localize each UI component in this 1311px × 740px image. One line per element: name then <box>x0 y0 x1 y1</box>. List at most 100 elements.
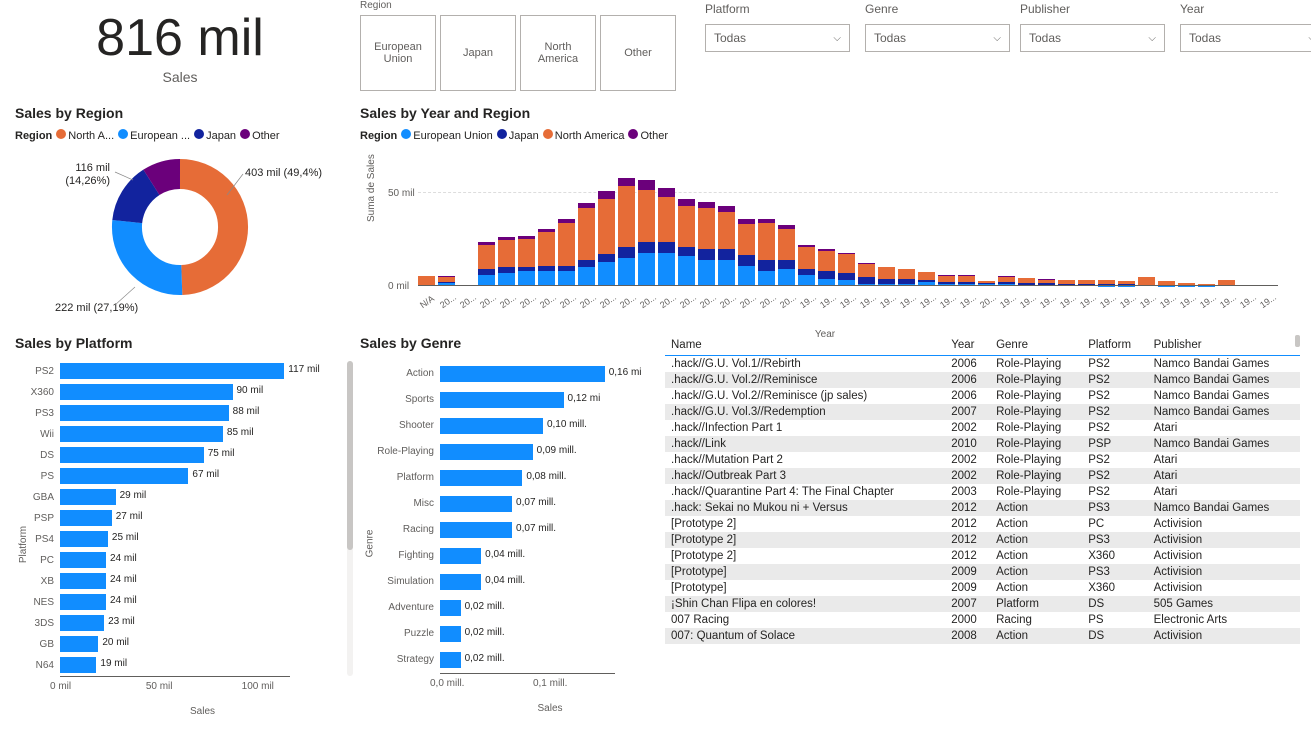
year-bar[interactable] <box>578 203 595 286</box>
table-header[interactable]: Name <box>665 335 945 356</box>
bar-row[interactable]: GBA29 mil <box>15 487 345 507</box>
table-header[interactable]: Publisher <box>1148 335 1300 356</box>
region-btn-0[interactable]: European Union <box>360 15 436 91</box>
bar-row[interactable]: Fighting0,04 mill. <box>360 543 660 568</box>
region-btn-3[interactable]: Other <box>600 15 676 91</box>
legend-item[interactable]: North America <box>543 129 625 142</box>
table-row[interactable]: 007 Racing2000RacingPSElectronic Arts <box>665 612 1300 628</box>
table-cell: [Prototype 2] <box>665 548 945 564</box>
year-bar[interactable] <box>618 178 635 286</box>
region-btn-1[interactable]: Japan <box>440 15 516 91</box>
table-cell: Namco Bandai Games <box>1148 500 1300 516</box>
year-bar[interactable] <box>918 272 935 286</box>
legend-item[interactable]: European Union <box>401 129 493 142</box>
bar-row[interactable]: DS75 mil <box>15 445 345 465</box>
bar-row[interactable]: Misc0,07 mill. <box>360 491 660 516</box>
table-row[interactable]: .hack//G.U. Vol.2//Reminisce (jp sales)2… <box>665 388 1300 404</box>
year-bar[interactable] <box>798 245 815 286</box>
year-bar[interactable] <box>718 206 735 286</box>
year-bar[interactable] <box>598 191 615 286</box>
bar-category: PS2 <box>15 366 60 377</box>
table-row[interactable]: [Prototype]2009ActionPS3Activision <box>665 564 1300 580</box>
year-bar[interactable] <box>658 188 675 286</box>
table-cell: 2002 <box>945 468 990 484</box>
bar-row[interactable]: Sports0,12 mi <box>360 387 660 412</box>
table-row[interactable]: .hack//G.U. Vol.1//Rebirth2006Role-Playi… <box>665 356 1300 373</box>
bar-row[interactable]: Shooter0,10 mill. <box>360 413 660 438</box>
legend-item[interactable]: Japan <box>497 129 539 142</box>
legend-item[interactable]: North A... <box>56 129 114 142</box>
bar-row[interactable]: Strategy0,02 mill. <box>360 647 660 672</box>
year-bar[interactable] <box>518 236 535 286</box>
table-header[interactable]: Genre <box>990 335 1082 356</box>
table-row[interactable]: .hack//Quarantine Part 4: The Final Chap… <box>665 484 1300 500</box>
year-bar[interactable] <box>758 219 775 286</box>
table-row[interactable]: 007: Quantum of Solace2008ActionDSActivi… <box>665 628 1300 644</box>
bar-row[interactable]: PSP27 mil <box>15 508 345 528</box>
bar-row[interactable]: Platform0,08 mill. <box>360 465 660 490</box>
bar-row[interactable]: Simulation0,04 mill. <box>360 569 660 594</box>
region-btn-2[interactable]: North America <box>520 15 596 91</box>
table-row[interactable]: [Prototype]2009ActionX360Activision <box>665 580 1300 596</box>
platform-chart[interactable]: Platform PS2117 milX36090 milPS388 milWi… <box>15 361 345 717</box>
bar-row[interactable]: 3DS23 mil <box>15 613 345 633</box>
bar-row[interactable]: XB24 mil <box>15 571 345 591</box>
bar-row[interactable]: PC24 mil <box>15 550 345 570</box>
table-row[interactable]: ¡Shin Chan Flipa en colores!2007Platform… <box>665 596 1300 612</box>
table-header[interactable]: Platform <box>1082 335 1147 356</box>
year-bar[interactable] <box>498 237 515 286</box>
table-scrollbar[interactable] <box>1295 335 1300 347</box>
bar-row[interactable]: Puzzle0,02 mill. <box>360 621 660 646</box>
year-bar[interactable] <box>638 180 655 286</box>
bar-row[interactable]: Wii85 mil <box>15 424 345 444</box>
year-bar[interactable] <box>898 269 915 286</box>
year-bar[interactable] <box>858 263 875 286</box>
bar-row[interactable]: PS388 mil <box>15 403 345 423</box>
year-bar[interactable] <box>878 267 895 286</box>
table-row[interactable]: .hack//Infection Part 12002Role-PlayingP… <box>665 420 1300 436</box>
table-row[interactable]: [Prototype 2]2012ActionX360Activision <box>665 548 1300 564</box>
year-chart[interactable]: Suma de Sales 0 mil50 mil N/A20...20...2… <box>360 152 1290 312</box>
slicer-select-genre[interactable]: Todas ⌵ <box>865 24 1010 52</box>
slicer-select-publisher[interactable]: Todas ⌵ <box>1020 24 1165 52</box>
bar-row[interactable]: Adventure0,02 mill. <box>360 595 660 620</box>
year-bar[interactable] <box>818 249 835 286</box>
genre-chart[interactable]: Genre Action0,16 miSports0,12 miShooter0… <box>360 361 660 714</box>
year-bar[interactable] <box>678 199 695 286</box>
table-row[interactable]: .hack//Mutation Part 22002Role-PlayingPS… <box>665 452 1300 468</box>
year-bar[interactable] <box>738 219 755 286</box>
table-row[interactable]: [Prototype 2]2012ActionPS3Activision <box>665 532 1300 548</box>
bar-row[interactable]: NES24 mil <box>15 592 345 612</box>
table-row[interactable]: [Prototype 2]2012ActionPCActivision <box>665 516 1300 532</box>
platform-scrollbar[interactable] <box>347 361 353 676</box>
legend-item[interactable]: Other <box>240 129 280 142</box>
bar-row[interactable]: Role-Playing0,09 mill. <box>360 439 660 464</box>
year-bar[interactable] <box>778 225 795 286</box>
table-row[interactable]: .hack//Link2010Role-PlayingPSPNamco Band… <box>665 436 1300 452</box>
year-bar[interactable] <box>558 219 575 286</box>
table-row[interactable]: .hack: Sekai no Mukou ni + Versus2012Act… <box>665 500 1300 516</box>
bar-row[interactable]: Action0,16 mi <box>360 361 660 386</box>
year-bar[interactable] <box>478 242 495 286</box>
legend-item[interactable]: European ... <box>118 129 190 142</box>
legend-item[interactable]: Japan <box>194 129 236 142</box>
table-row[interactable]: .hack//G.U. Vol.3//Redemption2007Role-Pl… <box>665 404 1300 420</box>
table-row[interactable]: .hack//Outbreak Part 32002Role-PlayingPS… <box>665 468 1300 484</box>
slicer-select-year[interactable]: Todas ⌵ <box>1180 24 1311 52</box>
data-table-region[interactable]: NameYearGenrePlatformPublisher .hack//G.… <box>665 335 1300 735</box>
slicer-select-platform[interactable]: Todas ⌵ <box>705 24 850 52</box>
bar-row[interactable]: X36090 mil <box>15 382 345 402</box>
bar-row[interactable]: PS67 mil <box>15 466 345 486</box>
donut-svg[interactable] <box>110 157 250 297</box>
bar-row[interactable]: N6419 mil <box>15 655 345 675</box>
bar-row[interactable]: Racing0,07 mill. <box>360 517 660 542</box>
legend-item[interactable]: Other <box>628 129 668 142</box>
year-bar[interactable] <box>698 202 715 286</box>
table-header[interactable]: Year <box>945 335 990 356</box>
table-row[interactable]: .hack//G.U. Vol.2//Reminisce2006Role-Pla… <box>665 372 1300 388</box>
year-bar[interactable] <box>538 229 555 286</box>
bar-row[interactable]: GB20 mil <box>15 634 345 654</box>
bar-row[interactable]: PS2117 mil <box>15 361 345 381</box>
year-bar[interactable] <box>838 253 855 286</box>
bar-row[interactable]: PS425 mil <box>15 529 345 549</box>
